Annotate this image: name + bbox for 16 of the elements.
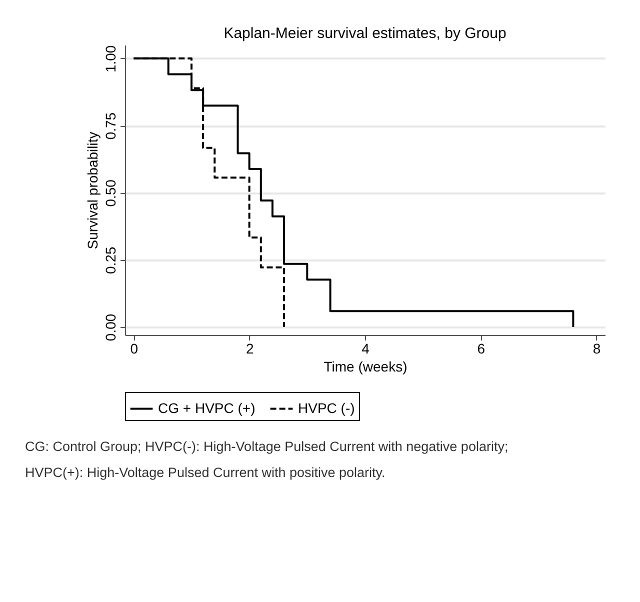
x-tick-label: 8	[592, 340, 601, 356]
chart-title: Kaplan-Meier survival estimates, by Group	[224, 24, 506, 42]
y-tick-label: 0.75	[102, 112, 118, 140]
y-tick-label: 1.00	[102, 45, 118, 73]
legend-label: HVPC (-)	[298, 400, 355, 416]
y-tick-label: 0.00	[102, 314, 118, 342]
x-axis-title: Time (weeks)	[324, 358, 408, 374]
x-tick-label: 2	[246, 340, 254, 356]
text: CG: Control Group; HVPC(-): High-Voltage Pulsed Current with negative polarity; HVPC(+): High-Voltage Pulsed Current with positive polarity.	[25, 439, 508, 480]
y-tick-label: 0.25	[102, 246, 118, 274]
x-tick-label: 0	[130, 340, 138, 356]
legend-label: CG + HVPC (+)	[158, 400, 256, 416]
x-tick-label: 6	[477, 340, 486, 356]
y-tick-label: 0.50	[102, 179, 118, 207]
y-axis-title: Survival probability	[84, 132, 100, 250]
x-tick-label: 4	[362, 340, 370, 356]
